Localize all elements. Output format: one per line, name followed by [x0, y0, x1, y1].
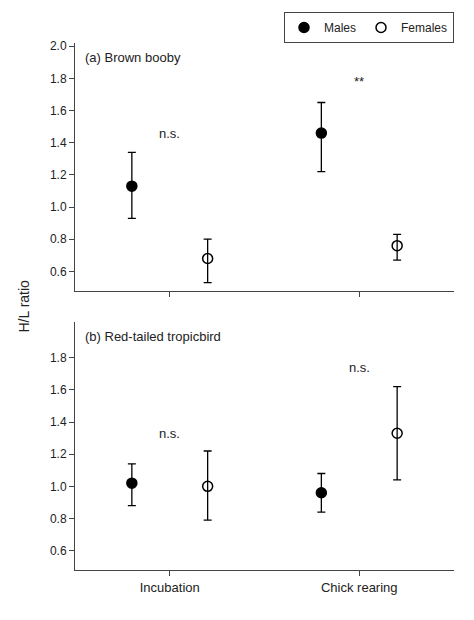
- svg-text:n.s.: n.s.: [159, 126, 180, 141]
- svg-text:1.4: 1.4: [50, 415, 67, 429]
- svg-text:n.s.: n.s.: [349, 360, 370, 375]
- svg-text:0.8: 0.8: [50, 232, 67, 246]
- svg-text:1.4: 1.4: [50, 136, 67, 150]
- svg-text:1.6: 1.6: [50, 104, 67, 118]
- svg-text:2.0: 2.0: [50, 39, 67, 53]
- svg-text:Males: Males: [324, 21, 356, 35]
- svg-text:1.0: 1.0: [50, 480, 67, 494]
- svg-text:H/L ratio: H/L ratio: [16, 280, 32, 333]
- svg-text:**: **: [354, 74, 364, 89]
- svg-text:Females: Females: [401, 21, 447, 35]
- svg-text:1.2: 1.2: [50, 168, 67, 182]
- svg-text:Incubation: Incubation: [140, 580, 200, 595]
- svg-text:0.8: 0.8: [50, 512, 67, 526]
- svg-text:0.6: 0.6: [50, 544, 67, 558]
- svg-text:1.6: 1.6: [50, 383, 67, 397]
- svg-text:Chick rearing: Chick rearing: [321, 580, 398, 595]
- svg-text:1.2: 1.2: [50, 447, 67, 461]
- svg-text:1.8: 1.8: [50, 72, 67, 86]
- svg-text:n.s.: n.s.: [159, 426, 180, 441]
- svg-text:1.0: 1.0: [50, 200, 67, 214]
- svg-text:1.8: 1.8: [50, 351, 67, 365]
- svg-text:(b) Red-tailed tropicbird: (b) Red-tailed tropicbird: [85, 329, 221, 344]
- svg-text:0.6: 0.6: [50, 265, 67, 279]
- svg-text:(a) Brown booby: (a) Brown booby: [85, 50, 181, 65]
